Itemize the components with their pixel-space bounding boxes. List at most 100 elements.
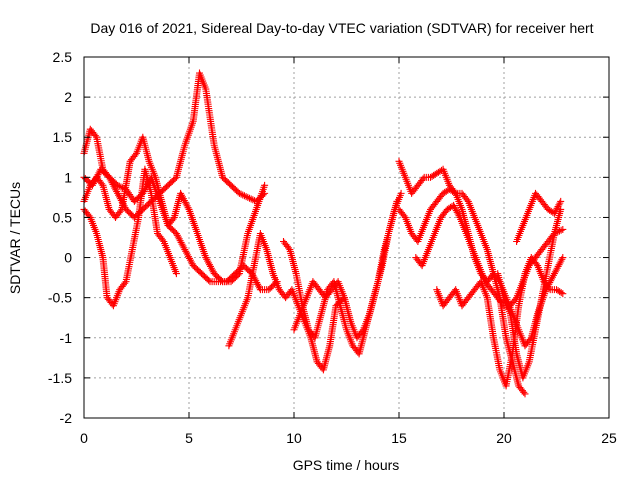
data-point bbox=[89, 180, 97, 188]
y-axis-ticks: -2 -1.5 -1 -0.5 0 0.5 1 1.5 2 2.5 bbox=[48, 49, 609, 426]
data-point bbox=[176, 237, 184, 245]
data-point bbox=[261, 181, 269, 189]
data-point bbox=[172, 229, 180, 237]
data-point bbox=[559, 290, 567, 298]
data-point bbox=[206, 262, 214, 270]
y-tick-label: 2.5 bbox=[53, 49, 73, 65]
data-point bbox=[172, 270, 180, 278]
data-point bbox=[550, 270, 558, 278]
data-point bbox=[207, 264, 215, 272]
data-point bbox=[247, 195, 255, 203]
data-point bbox=[180, 197, 188, 205]
x-axis-ticks: 0 5 10 15 20 25 bbox=[80, 57, 617, 446]
data-point bbox=[205, 259, 213, 267]
data-point bbox=[183, 249, 191, 257]
data-point bbox=[114, 181, 122, 189]
data-point bbox=[180, 244, 188, 252]
series-track-5 bbox=[225, 229, 348, 374]
data-point bbox=[177, 238, 185, 246]
x-tick-label: 20 bbox=[496, 430, 512, 446]
x-tick-label: 10 bbox=[286, 430, 302, 446]
data-point bbox=[90, 178, 98, 186]
data-point bbox=[91, 176, 99, 184]
data-point bbox=[208, 266, 216, 274]
data-point bbox=[557, 257, 565, 265]
data-point bbox=[117, 183, 125, 191]
series-track-12 bbox=[494, 205, 565, 382]
data-point bbox=[242, 193, 250, 201]
data-markers bbox=[80, 69, 567, 398]
data-point bbox=[178, 240, 186, 248]
y-tick-label: 0 bbox=[64, 250, 72, 266]
data-point bbox=[140, 188, 148, 196]
data-point bbox=[184, 204, 192, 212]
y-tick-label: -1.5 bbox=[48, 370, 72, 386]
data-point bbox=[557, 289, 565, 297]
x-tick-label: 25 bbox=[601, 430, 617, 446]
data-point bbox=[98, 180, 106, 188]
data-point bbox=[114, 189, 122, 197]
data-point bbox=[555, 261, 563, 269]
data-point bbox=[142, 184, 150, 192]
y-tick-label: -0.5 bbox=[48, 290, 72, 306]
data-point bbox=[455, 212, 463, 220]
data-point bbox=[92, 174, 100, 182]
data-point bbox=[185, 253, 193, 261]
data-point bbox=[255, 282, 263, 290]
data-point bbox=[253, 279, 261, 287]
data-point bbox=[237, 190, 245, 198]
data-point bbox=[558, 255, 566, 263]
data-point bbox=[169, 215, 177, 223]
data-point bbox=[174, 233, 182, 241]
data-point bbox=[240, 192, 248, 200]
data-point bbox=[121, 279, 129, 287]
data-point bbox=[139, 189, 147, 197]
y-tick-label: 2 bbox=[64, 89, 72, 105]
data-point bbox=[526, 335, 534, 343]
data-point bbox=[559, 225, 567, 233]
data-point bbox=[94, 171, 102, 179]
data-point bbox=[141, 186, 149, 194]
data-point bbox=[178, 193, 186, 201]
data-point bbox=[115, 182, 123, 190]
data-point bbox=[548, 275, 556, 283]
data-point bbox=[239, 191, 247, 199]
data-point bbox=[203, 255, 211, 263]
data-point bbox=[183, 202, 191, 210]
data-point bbox=[400, 212, 408, 220]
series-track-8 bbox=[395, 157, 529, 398]
data-point bbox=[419, 175, 427, 183]
data-point bbox=[181, 198, 189, 206]
data-point bbox=[554, 262, 562, 270]
data-point bbox=[245, 194, 253, 202]
data-point bbox=[549, 273, 557, 281]
data-point bbox=[205, 276, 213, 284]
data-point bbox=[187, 258, 195, 266]
data-point bbox=[119, 184, 127, 192]
data-point bbox=[144, 179, 152, 187]
data-point bbox=[131, 151, 139, 159]
data-point bbox=[235, 189, 243, 197]
data-point bbox=[556, 259, 564, 267]
data-point bbox=[557, 197, 565, 205]
x-tick-label: 5 bbox=[185, 430, 193, 446]
y-tick-label: 0.5 bbox=[53, 209, 73, 225]
series-track-13 bbox=[513, 189, 565, 246]
data-point bbox=[181, 246, 189, 254]
data-point bbox=[85, 212, 93, 220]
data-point bbox=[159, 236, 167, 244]
data-point bbox=[143, 182, 151, 190]
data-point bbox=[179, 195, 187, 203]
data-point bbox=[549, 271, 557, 279]
data-point bbox=[93, 172, 101, 180]
data-point bbox=[521, 390, 529, 398]
data-point bbox=[175, 235, 183, 243]
data-point bbox=[244, 193, 252, 201]
data-point bbox=[285, 244, 293, 252]
data-point bbox=[88, 181, 96, 189]
data-point bbox=[182, 247, 190, 255]
data-point bbox=[91, 132, 99, 140]
data-point bbox=[182, 200, 190, 208]
x-tick-label: 0 bbox=[80, 430, 88, 446]
